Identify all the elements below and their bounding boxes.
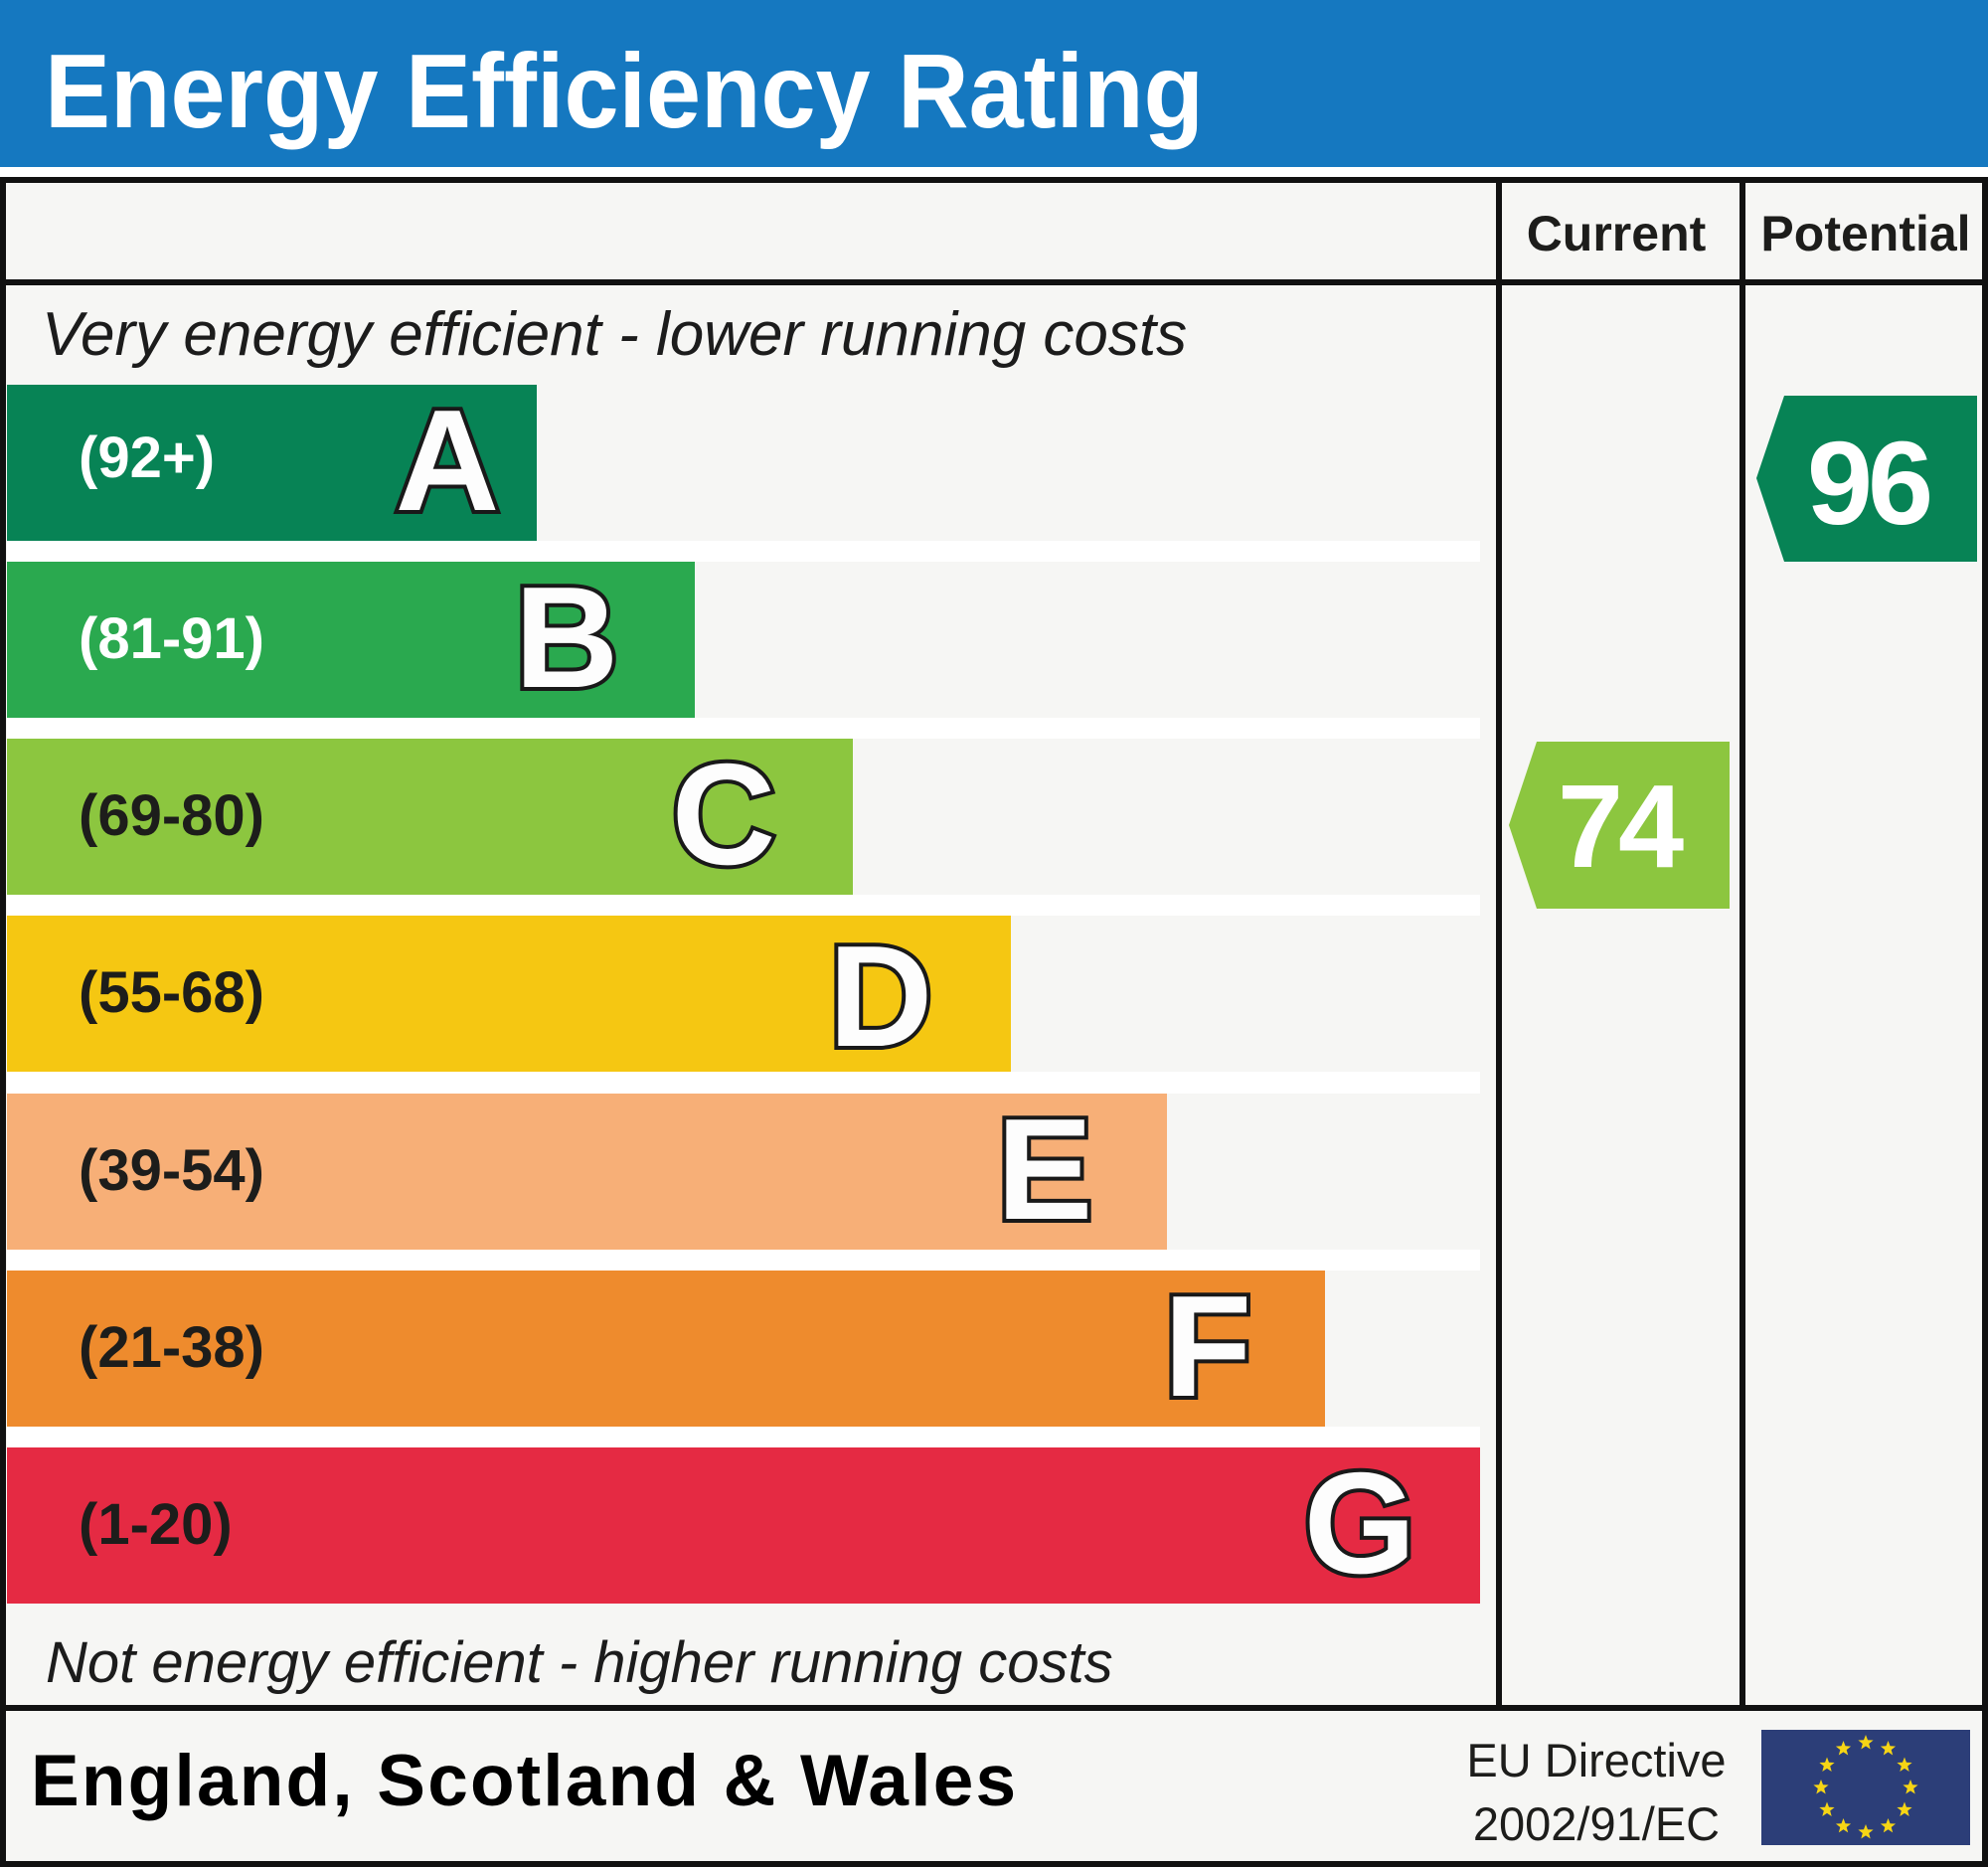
svg-text:C: C — [672, 734, 776, 895]
svg-text:A: A — [396, 380, 500, 541]
svg-text:(21-38): (21-38) — [79, 1315, 264, 1380]
svg-text:(55-68): (55-68) — [79, 960, 264, 1025]
svg-text:(69-80): (69-80) — [79, 783, 264, 848]
svg-text:2002/91/EC: 2002/91/EC — [1473, 1797, 1720, 1850]
svg-text:G: G — [1304, 1443, 1416, 1604]
svg-text:B: B — [515, 557, 619, 718]
svg-text:Potential: Potential — [1760, 206, 1970, 261]
svg-text:England, Scotland & Wales: England, Scotland & Wales — [31, 1741, 1018, 1821]
svg-text:Current: Current — [1527, 206, 1707, 261]
svg-text:(39-54): (39-54) — [79, 1138, 264, 1203]
svg-text:(1-20): (1-20) — [79, 1492, 233, 1557]
svg-text:74: 74 — [1558, 761, 1684, 893]
svg-text:EU Directive: EU Directive — [1466, 1734, 1726, 1786]
svg-text:(81-91): (81-91) — [79, 606, 264, 671]
svg-text:F: F — [1164, 1266, 1252, 1427]
svg-text:Not energy efficient - higher: Not energy efficient - higher running co… — [46, 1630, 1113, 1695]
svg-text:Energy Efficiency Rating: Energy Efficiency Rating — [45, 33, 1204, 150]
svg-text:D: D — [829, 916, 933, 1077]
svg-text:96: 96 — [1807, 418, 1929, 550]
svg-text:E: E — [997, 1089, 1093, 1250]
svg-text:(92+): (92+) — [79, 425, 215, 490]
svg-text:Very energy efficient - lower: Very energy efficient - lower running co… — [42, 300, 1187, 369]
